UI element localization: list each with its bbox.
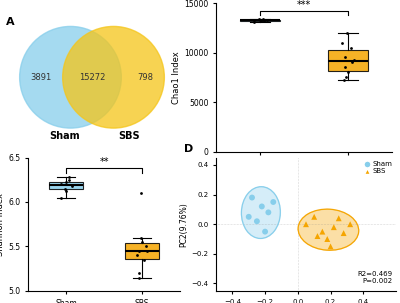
Point [257,18,263,23]
Point [345,70,351,75]
Text: 3891: 3891 [30,73,52,82]
Point [63,189,69,194]
Point [340,231,347,235]
Point [270,200,276,205]
Point [249,195,255,200]
PathPatch shape [125,243,159,259]
Y-axis label: Shannon Index: Shannon Index [0,193,6,256]
Point [66,175,72,180]
Point [256,17,262,22]
PathPatch shape [240,20,280,21]
Point [311,215,317,219]
Point [246,215,252,219]
Point [62,186,68,191]
Ellipse shape [298,209,359,250]
Circle shape [20,26,121,128]
Text: D: D [184,144,193,154]
Point [336,216,342,221]
Point [347,222,353,227]
Text: R2=0.469
P=0.002: R2=0.469 P=0.002 [357,271,392,284]
Point [136,248,142,253]
Text: Sham: Sham [49,131,80,141]
Point [63,180,70,185]
Point [58,195,64,200]
Point [134,253,140,258]
Point [141,257,147,262]
Point [142,244,149,249]
PathPatch shape [328,50,368,71]
Point [319,229,326,234]
Point [69,184,75,188]
PathPatch shape [49,182,83,189]
Point [339,40,345,45]
Point [341,78,347,83]
Point [138,191,145,195]
Point [342,55,348,60]
Point [349,60,356,65]
Y-axis label: Chao1 Index: Chao1 Index [172,51,181,104]
Point [314,234,321,238]
Text: SBS: SBS [118,131,140,141]
Point [344,30,350,35]
Text: B: B [177,0,186,2]
Point [342,65,348,70]
Point [327,244,334,249]
Ellipse shape [242,187,280,238]
Point [58,182,64,187]
Point [251,19,257,24]
Legend: Sham, SBS: Sham, SBS [364,161,392,175]
Point [347,45,354,50]
Point [331,225,337,230]
Text: ***: *** [297,0,311,11]
Point [66,177,73,182]
Point [260,16,266,21]
Text: A: A [6,17,14,27]
Point [264,18,270,22]
Point [254,219,260,224]
Point [262,229,268,234]
Text: 15272: 15272 [79,73,105,82]
Text: **: ** [99,157,109,167]
Point [251,18,257,22]
Point [137,235,144,240]
Point [265,210,272,215]
Point [135,275,142,280]
Point [350,58,357,63]
Circle shape [63,26,164,128]
Point [257,19,264,24]
Text: 798: 798 [138,73,154,82]
Y-axis label: PC2(9.76%): PC2(9.76%) [180,202,188,247]
Point [324,237,330,241]
Point [343,75,350,80]
Point [136,271,143,275]
Point [259,204,265,209]
Point [261,18,267,23]
Point [303,222,309,227]
Point [144,248,150,253]
Point [139,240,145,245]
